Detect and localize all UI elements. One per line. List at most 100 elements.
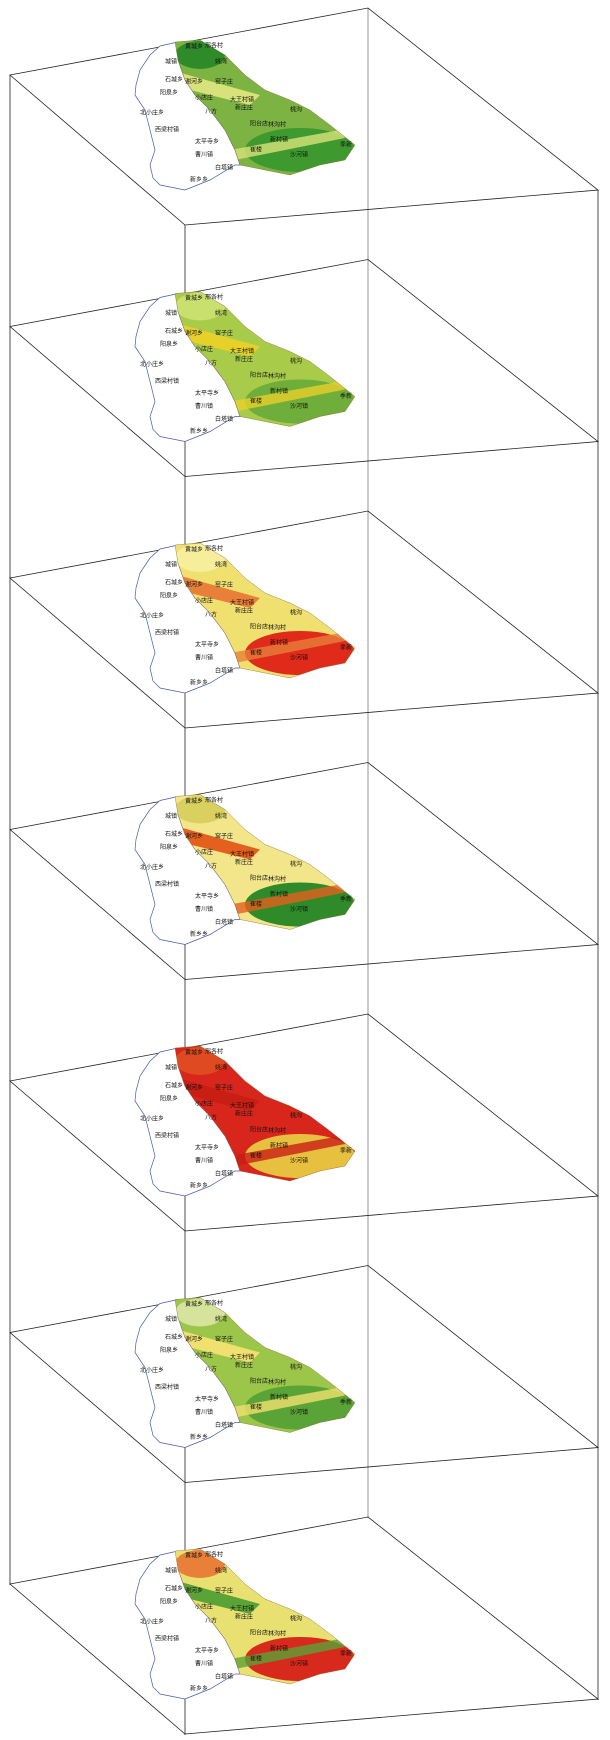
place-label: 沙河镇: [290, 654, 308, 662]
place-label: 沙河镇: [290, 1408, 308, 1416]
place-label: 北小庄乡: [140, 1366, 164, 1374]
place-label: 曹川镇: [195, 1660, 213, 1668]
place-label: 阳泉乡: [160, 89, 178, 97]
place-label: 白塔镇: [215, 918, 233, 926]
map-layer: 黄城乡邢各村姚湾城镇石城乡阳泉乡谢河乡小店庄窑子庄八方北小庄乡大王村镇新庄庄西梁…: [10, 1517, 598, 1734]
place-label: 八方: [205, 1114, 217, 1122]
place-label: 崔楼: [250, 1655, 262, 1663]
place-label: 北小庄乡: [140, 1115, 164, 1123]
place-label: 城镇: [165, 812, 177, 820]
place-label: 新庄庄: [235, 1361, 253, 1369]
place-label: 新庄庄: [235, 1613, 253, 1621]
place-label: 季新: [340, 1147, 352, 1155]
place-label: 新村镇: [270, 387, 288, 395]
place-label: 窑子庄: [215, 1335, 233, 1343]
place-label: 西梁村镇: [155, 1132, 179, 1140]
place-label: 季新: [340, 392, 352, 400]
place-label: 崔楼: [250, 397, 262, 405]
place-label: 太平寺乡: [195, 138, 219, 146]
place-label: 崔楼: [250, 900, 262, 908]
place-label: 谢河乡: [185, 1335, 203, 1343]
place-label: 黄城乡: [185, 797, 203, 805]
place-label: 小店庄: [195, 1351, 213, 1359]
place-label: 林沟村: [268, 875, 286, 883]
place-label: 北小庄乡: [140, 1618, 164, 1626]
place-label: 小店庄: [195, 1603, 213, 1611]
place-label: 大王村镇: [230, 850, 254, 858]
place-label: 北小庄乡: [140, 863, 164, 871]
place-label: 大王村镇: [230, 347, 254, 355]
place-label: 桃沟: [290, 1615, 302, 1623]
place-label: 新村镇: [270, 1142, 288, 1150]
place-label: 姚湾: [215, 561, 227, 569]
place-label: 沙河镇: [290, 1157, 308, 1165]
place-label: 城镇: [165, 1315, 177, 1323]
place-label: 新庄庄: [235, 355, 253, 363]
place-label: 邢各村: [205, 796, 223, 804]
place-label: 季新: [340, 141, 352, 149]
place-label: 西梁村镇: [155, 1635, 179, 1643]
place-label: 季新: [340, 1398, 352, 1406]
place-label: 窑子庄: [215, 78, 233, 86]
place-label: 窑子庄: [215, 832, 233, 840]
place-label: 林沟村: [268, 372, 286, 380]
place-label: 阳台店: [250, 623, 268, 631]
place-label: 新庄庄: [235, 607, 253, 615]
place-label: 窑子庄: [215, 1587, 233, 1595]
place-label: 新村镇: [270, 639, 288, 647]
place-label: 谢河乡: [185, 832, 203, 840]
place-label: 大王村镇: [230, 96, 254, 104]
place-label: 北小庄乡: [140, 109, 164, 117]
place-label: 曹川镇: [195, 402, 213, 410]
place-label: 北小庄乡: [140, 612, 164, 620]
place-label: 黄城乡: [185, 43, 203, 51]
place-label: 白塔镇: [215, 1421, 233, 1429]
place-label: 城镇: [165, 561, 177, 569]
place-label: 西梁村镇: [155, 377, 179, 385]
place-label: 桃沟: [290, 1112, 302, 1120]
place-label: 白塔镇: [215, 1673, 233, 1681]
place-label: 窑子庄: [215, 581, 233, 589]
map-layer: 黄城乡邢各村姚湾城镇石城乡阳泉乡谢河乡小店庄窑子庄八方北小庄乡大王村镇新庄庄西梁…: [10, 1266, 598, 1483]
place-label: 邢各村: [205, 1299, 223, 1307]
place-label: 石城乡: [165, 580, 183, 587]
place-label: 西梁村镇: [155, 880, 179, 888]
place-label: 窑子庄: [215, 1084, 233, 1092]
place-label: 沙河镇: [290, 402, 308, 410]
place-label: 西梁村镇: [155, 629, 179, 637]
place-label: 崔楼: [250, 1152, 262, 1160]
place-label: 沙河镇: [290, 1660, 308, 1668]
place-label: 城镇: [165, 309, 177, 317]
place-label: 阳台店: [250, 874, 268, 882]
place-label: 新村镇: [270, 1645, 288, 1653]
place-label: 阳台店: [250, 1629, 268, 1637]
place-label: 邢各村: [205, 1551, 223, 1559]
place-label: 曹川镇: [195, 1157, 213, 1165]
place-label: 桃沟: [290, 106, 302, 114]
place-label: 沙河镇: [290, 905, 308, 913]
place-label: 小店庄: [195, 345, 213, 353]
place-label: 新庄庄: [235, 104, 253, 112]
place-label: 太平寺乡: [195, 1144, 219, 1152]
place-label: 阳泉乡: [160, 1095, 178, 1103]
place-label: 邢各村: [205, 545, 223, 553]
place-label: 阳台店: [250, 1377, 268, 1385]
place-label: 阳台店: [250, 120, 268, 128]
place-label: 谢河乡: [185, 1084, 203, 1092]
place-label: 林沟村: [268, 1127, 286, 1135]
place-label: 桃沟: [290, 1363, 302, 1371]
place-label: 城镇: [165, 1567, 177, 1575]
map-layer: 黄城乡邢各村姚湾城镇石城乡阳泉乡谢河乡小店庄窑子庄八方北小庄乡大王村镇新庄庄西梁…: [10, 8, 598, 225]
place-label: 桃沟: [290, 860, 302, 868]
place-label: 阳泉乡: [160, 340, 178, 348]
place-label: 姚湾: [215, 1567, 227, 1575]
place-label: 阳泉乡: [160, 843, 178, 851]
place-label: 八方: [205, 862, 217, 870]
place-label: 邢各村: [205, 293, 223, 301]
place-label: 八方: [205, 1617, 217, 1625]
place-label: 八方: [205, 359, 217, 367]
place-label: 阳台店: [250, 371, 268, 379]
place-label: 大王村镇: [230, 1605, 254, 1613]
place-label: 桃沟: [290, 609, 302, 617]
place-label: 沙河镇: [290, 151, 308, 159]
